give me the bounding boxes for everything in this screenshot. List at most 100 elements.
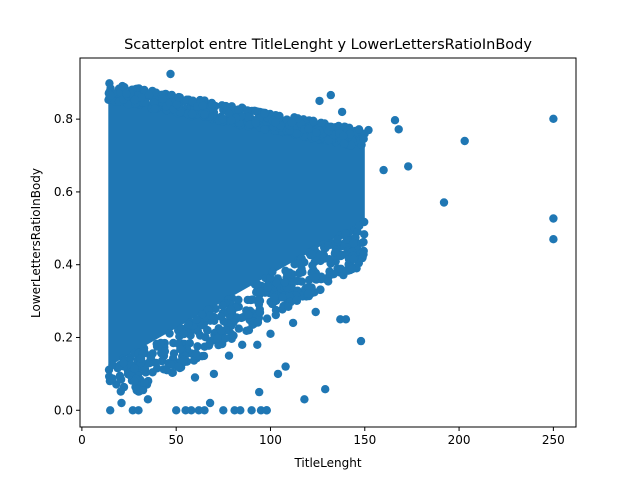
data-point [356, 336, 366, 346]
data-point [167, 90, 176, 100]
data-point [326, 90, 335, 100]
data-point [359, 237, 368, 247]
data-point [216, 326, 226, 335]
data-point [150, 104, 160, 113]
data-point [297, 264, 306, 274]
data-point [203, 325, 212, 335]
data-point [333, 235, 342, 244]
data-point [460, 136, 469, 146]
data-point [172, 100, 182, 109]
data-point [284, 302, 293, 311]
data-point [208, 100, 217, 109]
data-point [199, 351, 209, 361]
data-point [205, 339, 214, 348]
data-point [270, 293, 279, 302]
data-point [360, 230, 369, 239]
data-point [390, 116, 400, 125]
data-point [198, 101, 207, 110]
data-point [158, 94, 167, 104]
data-point [218, 114, 227, 124]
x-axis-label: TitleLenght [293, 456, 361, 470]
data-point [224, 351, 234, 360]
data-point [119, 358, 128, 368]
data-point [394, 125, 403, 134]
x-tick-label: 100 [259, 433, 282, 447]
data-point [260, 125, 269, 134]
data-point [179, 329, 188, 339]
data-point [293, 114, 302, 123]
data-point [136, 354, 146, 363]
data-point [105, 79, 114, 88]
data-point [255, 387, 264, 397]
data-point [309, 117, 318, 126]
data-point [137, 93, 146, 102]
data-point [300, 395, 309, 404]
data-point [316, 285, 325, 294]
data-point [192, 315, 201, 324]
data-point [134, 406, 143, 415]
plot-frame [79, 57, 577, 428]
data-point [108, 374, 117, 383]
y-tick-label: 0.0 [54, 403, 73, 417]
data-point [268, 299, 277, 309]
data-point [283, 269, 292, 279]
data-point [347, 264, 357, 274]
data-point [106, 406, 115, 415]
y-tick-label: 0.8 [54, 112, 73, 126]
data-point [268, 267, 277, 277]
data-point [191, 349, 201, 358]
data-point [345, 129, 355, 139]
data-point [349, 238, 358, 248]
data-point [219, 406, 228, 415]
data-point [209, 369, 219, 379]
data-point [287, 118, 297, 127]
data-point [130, 364, 139, 373]
data-point [251, 119, 260, 128]
data-point [160, 347, 170, 356]
data-point [439, 198, 449, 207]
data-point [213, 333, 222, 343]
data-point [359, 134, 368, 144]
data-point [321, 385, 330, 394]
x-tick-label: 250 [542, 433, 565, 447]
data-point [138, 385, 148, 395]
data-point [323, 241, 333, 250]
x-tick-label: 50 [169, 433, 184, 447]
data-point [165, 329, 174, 338]
data-point [292, 295, 301, 304]
data-point [549, 235, 558, 244]
data-point [118, 81, 127, 91]
data-point [197, 310, 207, 319]
data-point [253, 340, 262, 349]
data-point [304, 124, 313, 133]
data-point [341, 315, 351, 324]
data-point [115, 371, 125, 380]
data-point [162, 366, 171, 375]
data-point [116, 387, 126, 396]
data-point [273, 369, 283, 379]
data-point [143, 395, 153, 404]
data-point [271, 310, 280, 320]
data-point [297, 277, 306, 286]
data-point [281, 362, 290, 371]
data-point [187, 109, 197, 119]
data-point [130, 95, 140, 105]
data-point [250, 106, 259, 116]
data-point [193, 342, 202, 351]
data-point [247, 406, 256, 415]
data-point [236, 406, 245, 415]
data-point [227, 116, 236, 125]
data-point [304, 283, 313, 292]
data-point [205, 398, 215, 408]
data-point [263, 283, 273, 292]
data-point [262, 314, 272, 323]
data-point [312, 128, 321, 137]
data-point [304, 289, 313, 298]
data-points [104, 69, 558, 415]
data-point [184, 320, 193, 329]
data-point [187, 406, 196, 415]
y-tick-label: 0.6 [54, 185, 73, 199]
data-point [404, 162, 413, 171]
